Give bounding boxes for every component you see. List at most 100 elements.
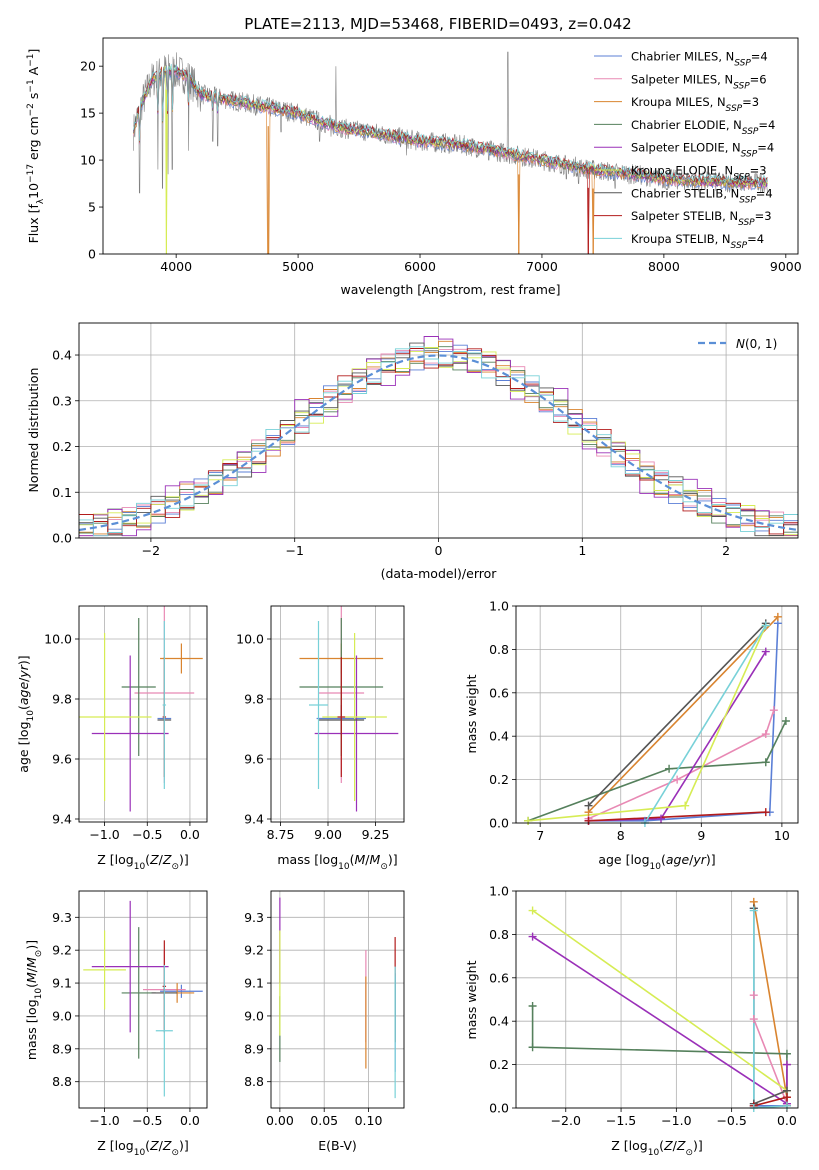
x-axis-label-part: ⊙ [171,862,179,872]
mass-weight-line [587,616,779,813]
x-tick-label: 0.00 [266,1113,294,1128]
axes-frame [515,605,799,824]
legend-label-part: =4 [758,118,775,132]
y-tick-label: 0.3 [52,393,72,408]
x-axis-label-part: ⊙ [380,862,388,872]
x-axis-label-part: )] [179,1138,189,1153]
mass-weight-marker [528,1002,537,1011]
axes-age_vs_Z: −1.0 −0.5 0.09.49.69.810.0Z [log10(Z/Z⊙)]a… [16,605,208,872]
y-axis-label-part: 10 [26,183,41,199]
y-axis-label-part: erg cm [26,116,41,164]
plot-area-age_vs_mass [299,606,399,812]
x-axis-label-part: 10 [134,1148,146,1158]
mass-weight-line [753,901,788,1098]
y-tick-label: 0.4 [52,348,72,363]
mass-weight-marker [657,814,666,823]
legend-label: Kroupa STELIB, NSSP=4 [631,232,764,251]
x-tick-label: −0.5 [716,1113,746,1128]
x-tick-label: 7 [536,828,544,843]
y-tick-label: 9.8 [52,692,72,707]
mass-weight-marker [749,906,758,915]
legend-label-part: =6 [750,72,767,86]
y-axis-label-part: −1 [26,79,36,92]
legend-label-part: Salpeter ELODIE, N [631,141,741,155]
x-axis-label-part: yr [692,852,706,867]
mass-weight-marker [782,1049,791,1058]
y-tick-label: 9.0 [52,1008,72,1023]
plots-layer: 4000 5000 6000 7000 8000 900005101520waveleng… [16,37,802,1158]
x-axis-label-part: Z [log [611,1138,647,1153]
mass-weight-marker [524,816,533,825]
y-tick-label: 0.0 [489,816,509,831]
x-tick-label: 7000 [526,259,558,274]
mass-weight-marker [749,991,758,1000]
histogram-step-line [79,342,798,537]
y-tick-label: 10.0 [44,632,72,647]
mass-weight-marker [773,612,782,621]
y-axis-label-part: age [log [16,721,31,772]
legend-label-part: SSP [739,195,756,205]
mass-weight-marker [584,801,593,810]
y-tick-label: 0.2 [489,1057,509,1072]
legend-label-part: =3 [750,164,767,178]
x-tick-label: 1 [578,543,586,558]
y-axis-label: Normed distribution [26,368,41,493]
y-axis-label-part: M [24,972,39,983]
y-tick-label: 0.6 [489,685,509,700]
y-tick-label: 0.4 [489,729,509,744]
y-tick-label: 9.0 [244,1008,264,1023]
y-axis-label-part: Flux [f [26,204,41,244]
x-axis-label: E(B-V) [318,1138,357,1153]
y-axis-label: mass weight [464,674,479,753]
legend-label-part: Chabrier MILES, N [631,50,734,64]
mass-weight-line [588,709,775,820]
legend-label-part: Chabrier ELODIE, N [631,118,742,132]
axes-frame [270,605,405,823]
x-axis-label-part: ( [145,852,150,867]
x-tick-label: 9.00 [314,827,342,842]
x-axis-label: wavelength [Angstrom, rest frame] [340,282,560,297]
x-axis-label-part: 10 [134,862,146,872]
x-tick-label: −1.0 [661,1113,691,1128]
y-tick-label: 10 [80,153,96,168]
y-axis-label-part: ⊙ [34,950,44,958]
x-axis-label-part: 10 [650,862,662,872]
axes-frame [78,605,208,823]
mass-weight-marker [782,1101,791,1110]
mass-weight-marker [761,758,770,767]
legend-label-part: (0, 1) [745,337,777,351]
y-tick-label: 9.4 [244,812,264,827]
y-tick-label: 8.9 [52,1041,72,1056]
y-tick-label: 9.3 [244,910,264,925]
legend-label-part: Salpeter MILES, N [631,72,733,86]
axes-frame [270,890,405,1109]
y-tick-label: 9.2 [52,943,72,958]
axes-mass_vs_ebv: 0.00 0.05 0.10 8.8 8.9 9.0 9.1 9.2 9.3 E(B-V) [244,890,405,1153]
x-axis-label-part: / [673,1138,678,1153]
legend-label-part: Kroupa STELIB, N [631,232,731,246]
x-tick-label: 0.0 [180,1113,200,1128]
y-axis-label: mass [log10(M/M⊙)] [24,940,44,1060]
legend-label-part: Kroupa ELODIE, N [631,164,733,178]
y-axis-label-part: / [24,967,39,972]
x-axis-label: Z [log10(Z/Z⊙)] [97,852,189,872]
mass-weight-line [588,811,766,822]
y-axis-label-part: A [26,66,41,79]
y-tick-label: 0.2 [489,772,509,787]
legend-label-part: SSP [731,241,748,251]
x-axis-label-part: ( [659,1138,664,1153]
plot-area-residuals [79,336,798,537]
x-axis-label-part: / [159,852,164,867]
mass-weight-marker [782,1093,791,1102]
legend-label-part: SSP [734,59,751,69]
mass-weight-marker [782,1060,791,1069]
x-axis-label-part: ( [145,1138,150,1153]
y-axis-label: mass weight [464,960,479,1039]
legend-label: Salpeter ELODIE, NSSP=4 [631,141,774,160]
y-axis-label: age [log10(age/yr)] [16,655,36,772]
mass-weight-marker [749,1015,758,1024]
legend-label-part: Salpeter STELIB, N [631,209,738,223]
legend-label-part: =4 [747,232,764,246]
